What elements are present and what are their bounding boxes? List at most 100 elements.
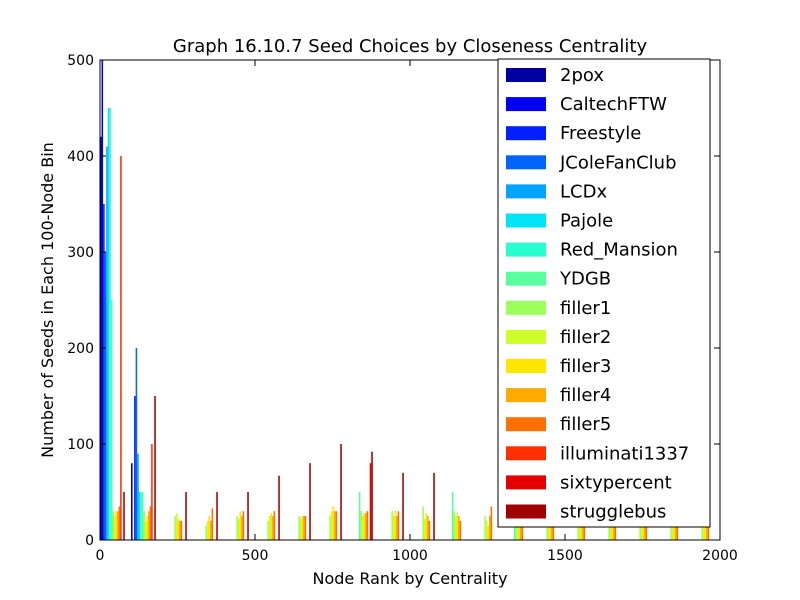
- bar: [453, 511, 455, 540]
- bar: [332, 506, 335, 540]
- bar: [365, 513, 367, 540]
- bar: [609, 516, 612, 540]
- bar: [340, 444, 342, 540]
- bar: [115, 511, 118, 540]
- bar: [278, 475, 280, 540]
- bar: [369, 463, 372, 540]
- bar: [458, 516, 460, 540]
- legend-swatch: [506, 417, 546, 432]
- legend-swatch: [506, 213, 546, 228]
- bar: [144, 520, 147, 540]
- ticks-group: 0 500 1000 1500 2000 0 100 200 300 400 500: [67, 53, 738, 564]
- bar: [210, 520, 212, 540]
- legend-swatch: [506, 68, 546, 82]
- bar: [298, 516, 300, 540]
- bar: [118, 506, 121, 540]
- bar: [645, 516, 648, 540]
- bar: [208, 516, 211, 540]
- bar: [301, 516, 304, 540]
- bar: [611, 520, 614, 540]
- bar: [106, 146, 108, 540]
- legend-swatch: [506, 97, 546, 112]
- bar: [459, 520, 462, 540]
- bar: [334, 511, 336, 540]
- bar: [644, 516, 646, 540]
- bar: [549, 516, 552, 540]
- bar: [120, 156, 122, 540]
- legend-label: sixtypercent: [560, 472, 672, 493]
- bar: [205, 525, 207, 540]
- bar: [675, 516, 677, 540]
- y-tick-label: 400: [67, 149, 94, 165]
- bar: [237, 518, 240, 540]
- bar: [402, 472, 404, 540]
- bar: [180, 520, 183, 540]
- bar: [360, 511, 362, 540]
- bar: [103, 204, 105, 540]
- legend-swatch: [506, 242, 546, 257]
- bar: [216, 492, 218, 540]
- bar: [428, 520, 431, 540]
- legend-label: Pajole: [560, 211, 613, 232]
- bar: [516, 516, 519, 540]
- bar: [366, 511, 369, 540]
- bar: [236, 516, 238, 540]
- bar: [707, 516, 710, 540]
- x-tick-label: 0: [96, 548, 105, 564]
- legend-label: filler3: [560, 356, 611, 377]
- bar: [273, 511, 276, 540]
- legend-label: CaltechFTW: [560, 94, 667, 115]
- bar: [185, 492, 187, 540]
- bar: [330, 511, 333, 540]
- bar: [304, 516, 307, 540]
- bar: [175, 513, 178, 540]
- bar: [107, 108, 110, 540]
- bar: [490, 506, 493, 540]
- bar: [363, 513, 366, 540]
- bar: [140, 492, 142, 540]
- bar: [487, 525, 490, 540]
- bar: [206, 520, 209, 540]
- legend-swatch: [506, 271, 546, 286]
- x-tick-label: 1000: [392, 548, 428, 564]
- bar: [433, 472, 435, 540]
- legend-label: Freestyle: [560, 123, 641, 144]
- bar: [143, 511, 145, 540]
- bar: [578, 516, 581, 540]
- bar: [134, 396, 136, 540]
- bar: [241, 516, 243, 540]
- bar: [329, 516, 331, 540]
- legend-swatch: [506, 504, 546, 519]
- y-tick-label: 0: [85, 533, 94, 549]
- bar: [676, 516, 679, 540]
- bar: [358, 492, 361, 540]
- bar: [112, 511, 114, 540]
- legend-label: filler4: [560, 385, 611, 406]
- bar: [640, 520, 643, 540]
- bar: [110, 300, 113, 540]
- bar: [303, 516, 305, 540]
- legend-label: illuminati1337: [560, 443, 689, 464]
- bar: [425, 513, 428, 540]
- legend-swatch: [506, 155, 546, 170]
- y-tick-label: 200: [67, 341, 94, 357]
- x-tick-label: 500: [242, 548, 269, 564]
- chart-title: Graph 16.10.7 Seed Choices by Closeness …: [173, 36, 648, 57]
- bar: [671, 516, 674, 540]
- bar: [123, 492, 125, 540]
- bar: [521, 516, 524, 540]
- bar: [361, 516, 364, 540]
- bar: [104, 252, 107, 540]
- bar: [371, 451, 373, 540]
- bar: [101, 60, 104, 540]
- bar: [137, 453, 139, 540]
- legend-swatch: [506, 359, 546, 373]
- bar: [397, 511, 400, 540]
- bar: [547, 516, 550, 540]
- bar: [614, 516, 617, 540]
- legend: 2pox CaltechFTW Freestyle JColeFanClub LCDx P…: [497, 58, 711, 528]
- bar: [706, 516, 708, 540]
- bar: [489, 516, 491, 540]
- legend-label: LCDx: [560, 181, 607, 202]
